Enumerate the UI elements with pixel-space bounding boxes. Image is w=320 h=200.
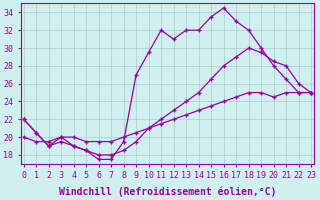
X-axis label: Windchill (Refroidissement éolien,°C): Windchill (Refroidissement éolien,°C) [59, 186, 276, 197]
